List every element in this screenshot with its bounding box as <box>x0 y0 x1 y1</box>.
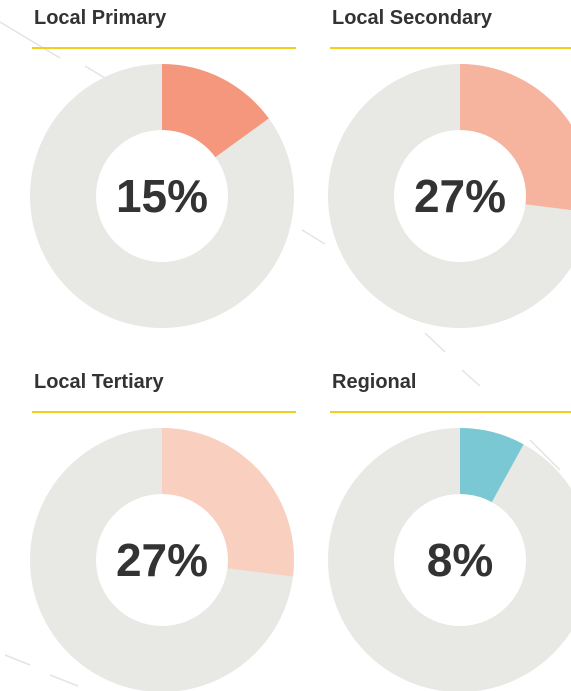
decor-line <box>0 21 61 59</box>
decoration <box>0 21 561 687</box>
decor-line <box>529 439 561 471</box>
percent-label: 8% <box>427 534 493 586</box>
decor-line <box>49 674 79 687</box>
donut-hole <box>394 494 526 626</box>
donut-hole <box>96 494 228 626</box>
donut-hole <box>394 130 526 262</box>
chart-title: Local Secondary <box>332 7 493 29</box>
chart-title: Local Tertiary <box>34 371 165 393</box>
percent-label: 27% <box>116 534 208 586</box>
decor-line <box>84 65 106 79</box>
donut-hole <box>96 130 228 262</box>
decor-line <box>461 369 481 387</box>
decor-line <box>4 654 31 666</box>
decor-line <box>301 229 326 245</box>
chart-title: Regional <box>332 371 416 393</box>
percent-label: 15% <box>116 170 208 222</box>
decor-line <box>424 332 446 353</box>
chart-title: Local Primary <box>34 7 167 29</box>
percent-label: 27% <box>414 170 506 222</box>
